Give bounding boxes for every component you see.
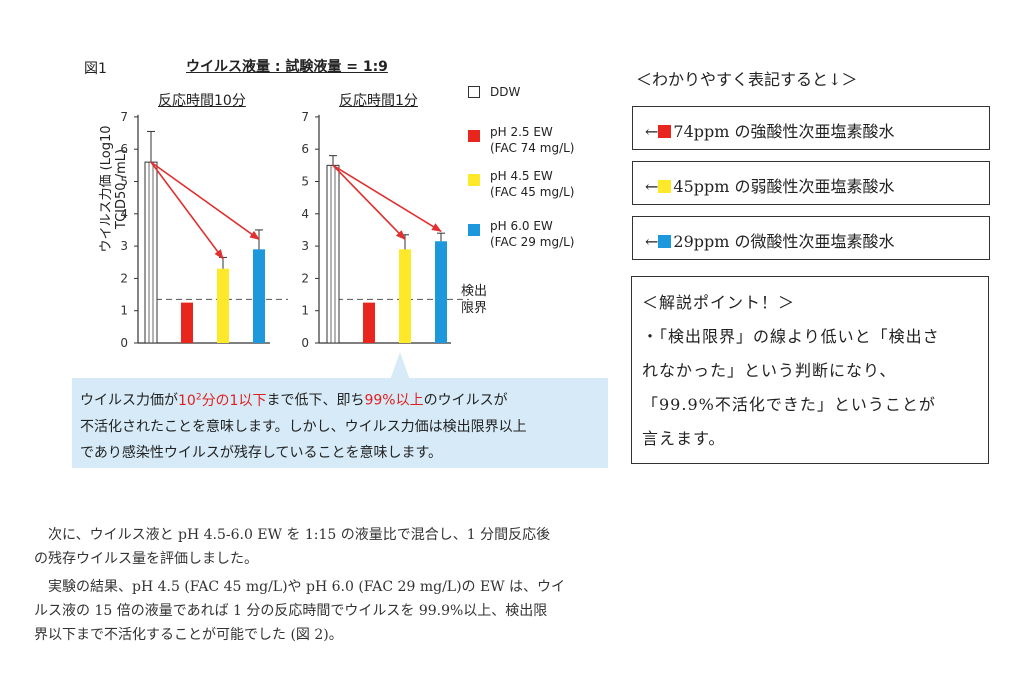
label-box-45ppm: ← 45ppm の弱酸性次亜塩素酸水: [632, 161, 990, 205]
callout-text: ウイルス力価が102分の1以下まで低下、即ち99%以上のウイルスが 不活化された…: [80, 392, 527, 461]
yellow-square-icon: [658, 180, 672, 193]
reduction-arrow: [150, 161, 224, 260]
y-tick-label: 0: [120, 336, 128, 350]
figure-title: ウイルス液量 : 試験液量 = 1:9: [186, 59, 388, 75]
legend-sublabel: (FAC 29 mg/L): [490, 235, 575, 249]
legend-sublabel: (FAC 45 mg/L): [490, 185, 575, 199]
legend-sublabel: (FAC 74 mg/L): [490, 141, 575, 155]
legend-swatch: [468, 224, 480, 236]
detection-limit-label: 検出 限界: [461, 284, 488, 316]
y-tick-label: 4: [301, 207, 309, 221]
blue-square-icon: [658, 235, 672, 248]
explanation-line: 言えます。: [642, 429, 726, 448]
y-tick-label: 1: [120, 304, 128, 318]
reduction-arrow: [150, 161, 260, 240]
y-tick-label: 1: [301, 304, 309, 318]
label-box-29ppm: ← 29ppm の微酸性次亜塩素酸水: [632, 216, 990, 260]
explanation-line: れなかった」という判断になり、: [642, 361, 897, 380]
legend-label: pH 4.5 EW: [490, 169, 553, 183]
y-tick-label: 5: [120, 175, 128, 189]
bar-ph-4-5-ew: [217, 268, 229, 343]
body-paragraph-line: の残存ウイルス量を評価しました。: [34, 551, 258, 567]
y-tick-label: 0: [301, 336, 309, 350]
y-tick-label: 2: [120, 271, 128, 285]
label-box-74ppm: ← 74ppm の強酸性次亜塩素酸水: [632, 106, 990, 150]
bar-ph-6-0-ew: [435, 241, 447, 343]
bar-ddw: [144, 161, 158, 344]
y-tick-label: 7: [301, 110, 309, 124]
bar-chart: 0 1 2 3 4 5 6 7 0 1 2 3 4 5 6 7: [120, 110, 469, 350]
panel-title-1min: 反応時間1分: [339, 93, 418, 109]
explanation-line: 「99.9%不活化できた」ということが: [642, 395, 936, 414]
explanation-line: ・「検出限界」の線より低いと「検出さ: [642, 327, 940, 346]
y-tick-label: 7: [120, 110, 128, 124]
body-paragraph-line: 実験の結果、pH 4.5 (FAC 45 mg/L)や pH 6.0 (FAC …: [48, 579, 566, 595]
y-tick-label: 5: [301, 175, 309, 189]
reduction-arrow: [332, 164, 442, 232]
legend-swatch: [468, 130, 480, 142]
reduction-arrow: [332, 164, 406, 241]
callout-pointer: [390, 352, 410, 380]
bar-ph-2-5-ew: [363, 302, 375, 343]
bar-ph-4-5-ew: [399, 249, 411, 343]
panel-title-10min: 反応時間10分: [158, 93, 246, 109]
explanation-title: ＜解説ポイント！＞: [642, 293, 796, 312]
bar-ph-6-0-ew: [253, 249, 265, 343]
body-paragraph-line: ルス液の 15 倍の液量であれば 1 分の反応時間でウイルスを 99.9%以上、…: [34, 603, 548, 619]
figure-label: 図1: [84, 61, 107, 77]
y-tick-label: 3: [301, 239, 309, 253]
red-square-icon: [658, 125, 672, 138]
bar-ph-2-5-ew: [181, 302, 193, 343]
y-tick-label: 3: [120, 239, 128, 253]
callout-box: ウイルス力価が102分の1以下まで低下、即ち99%以上のウイルスが 不活化された…: [72, 378, 608, 468]
legend-label: DDW: [490, 85, 521, 99]
legend-label: pH 2.5 EW: [490, 125, 553, 139]
y-tick-label: 4: [120, 207, 128, 221]
y-tick-label: 6: [120, 142, 128, 156]
legend-label: pH 6.0 EW: [490, 219, 553, 233]
y-tick-label: 2: [301, 271, 309, 285]
y-tick-label: 6: [301, 142, 309, 156]
explanation-box: ＜解説ポイント！＞ ・「検出限界」の線より低いと「検出さ れなかった」という判断…: [631, 276, 989, 464]
bar-ddw: [326, 164, 340, 344]
legend-swatch: [468, 86, 480, 98]
body-paragraph-line: 界以下まで不活化することが可能でした (図 2)。: [34, 627, 343, 643]
legend-swatch: [468, 174, 480, 186]
side-heading: ＜わかりやすく表記すると↓＞: [636, 70, 858, 89]
body-paragraph-line: 次に、ウイルス液と pH 4.5-6.0 EW を 1:15 の液量比で混合し、…: [48, 527, 551, 543]
